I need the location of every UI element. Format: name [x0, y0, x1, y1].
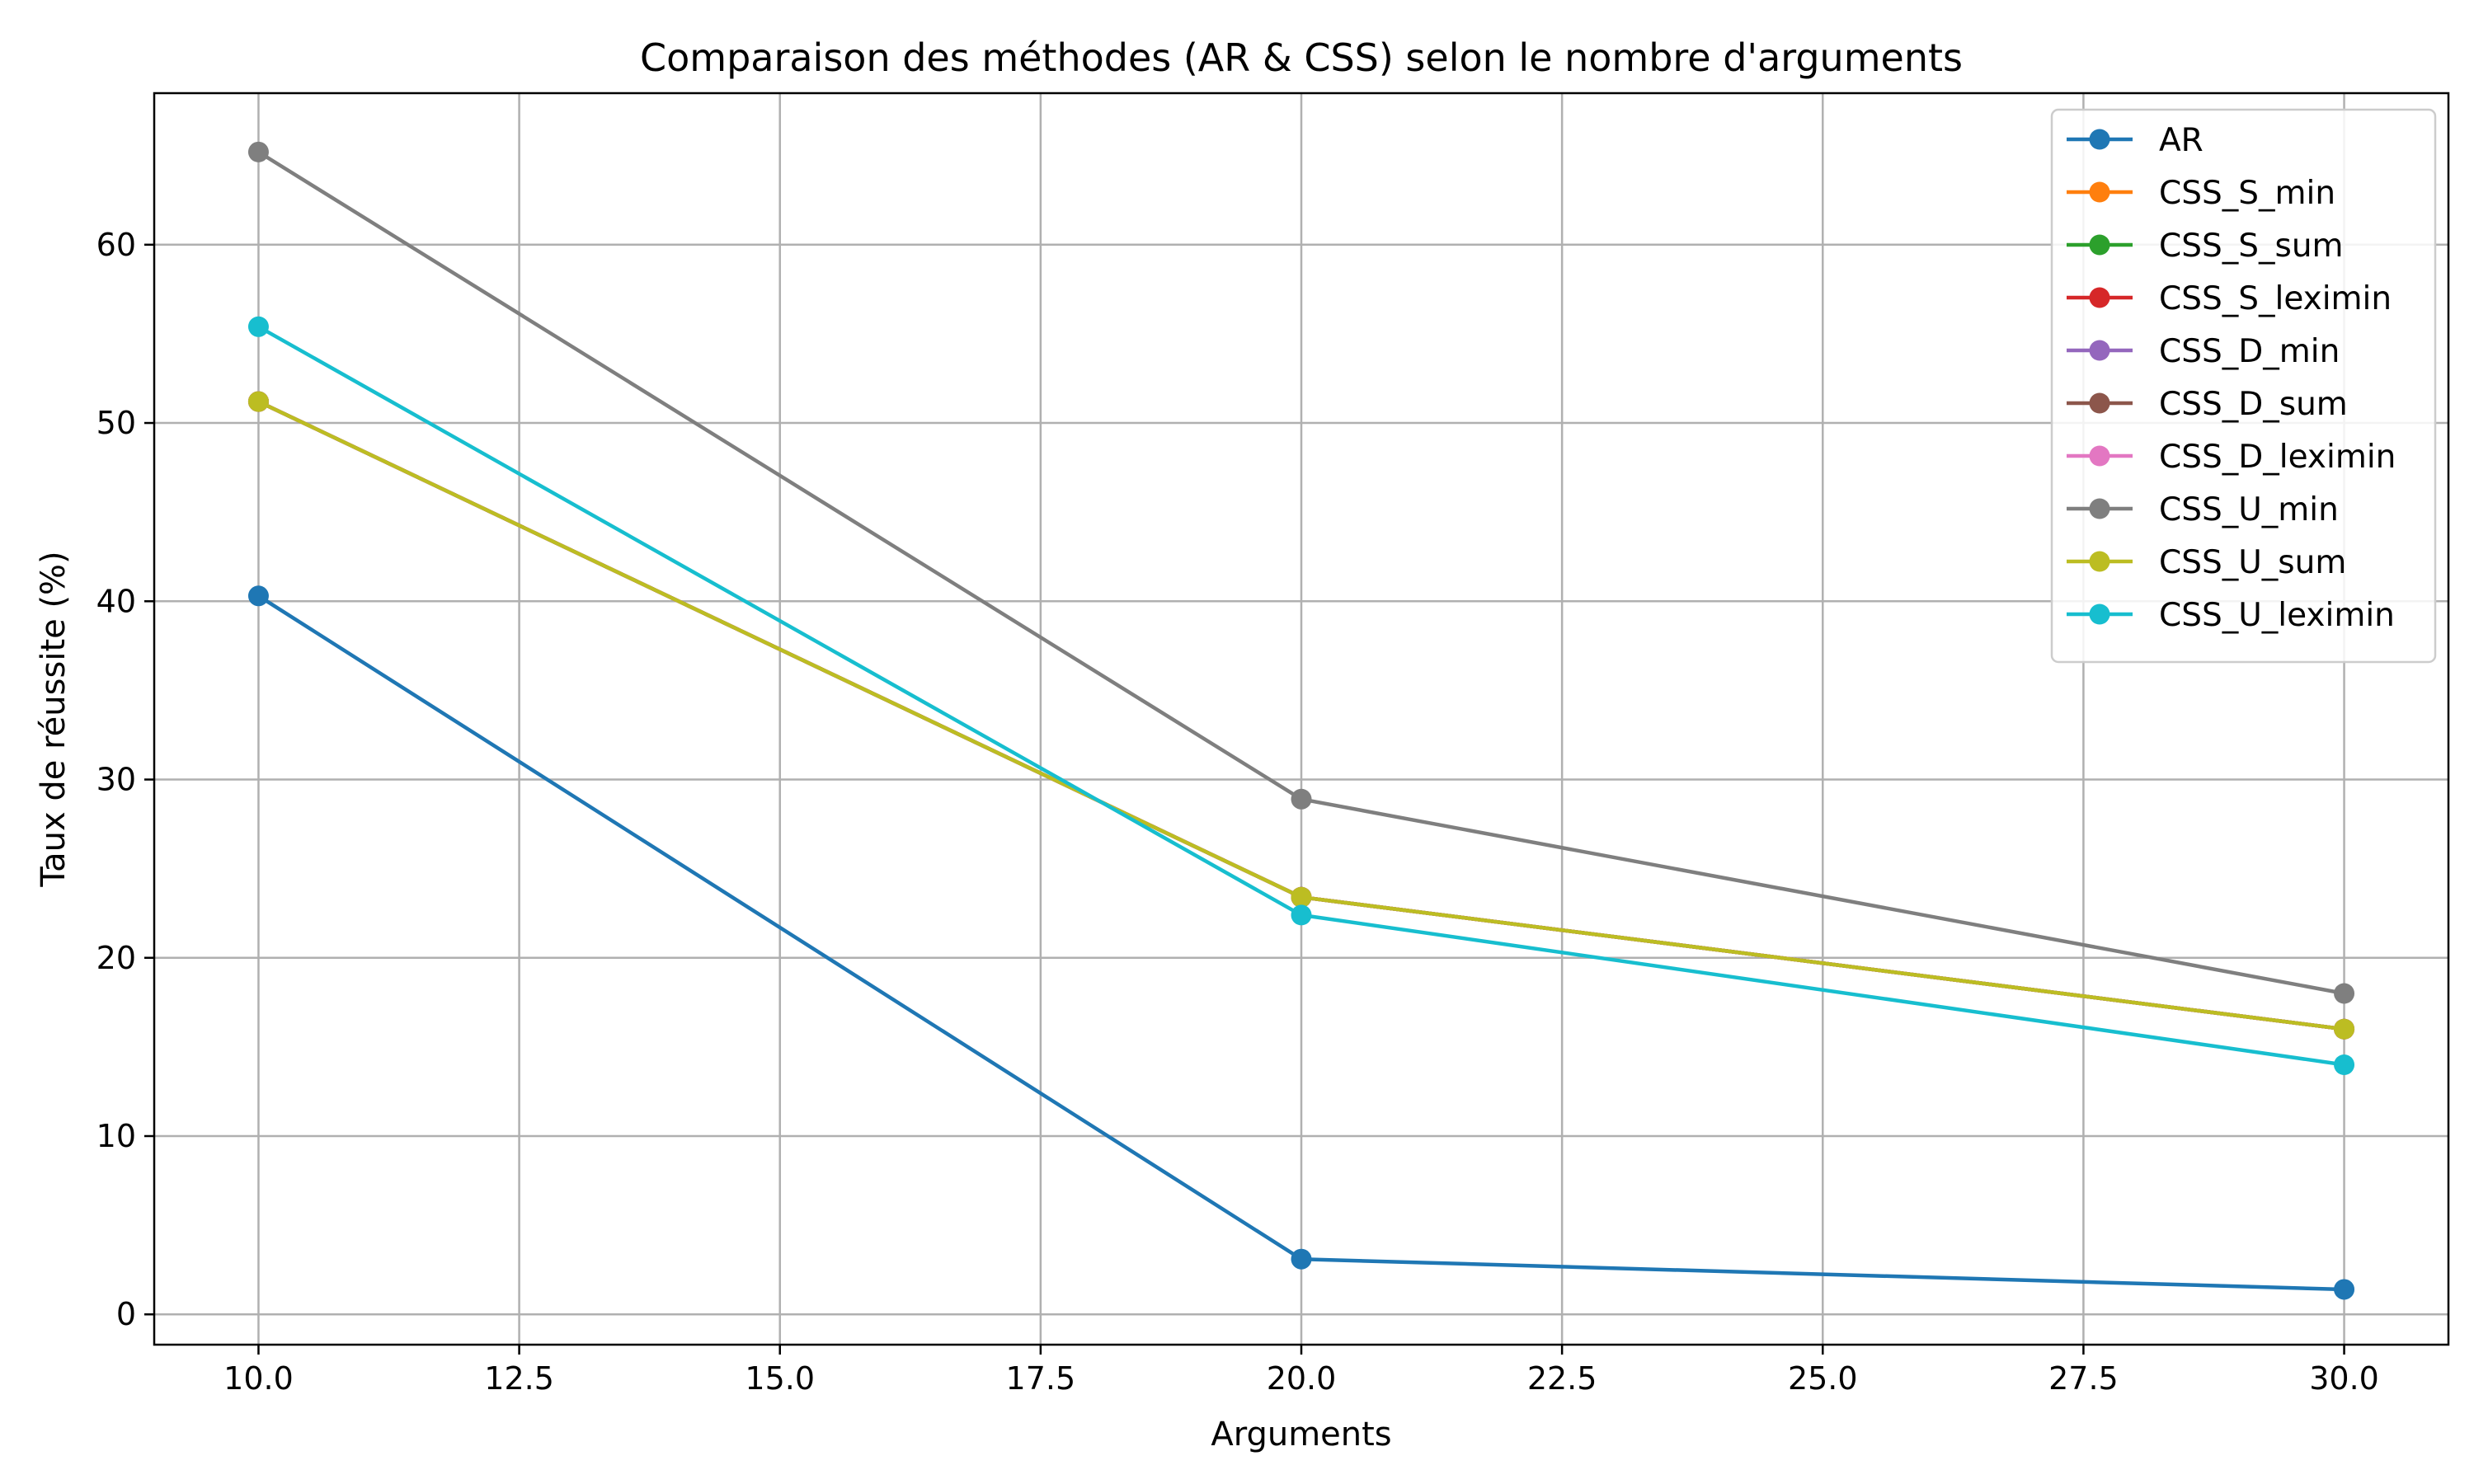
legend-label: AR [2159, 122, 2204, 159]
data-point [2334, 1054, 2355, 1076]
legend-label: CSS_D_sum [2159, 386, 2348, 423]
x-tick-label: 25.0 [1788, 1360, 1858, 1397]
legend-item: CSS_U_min [2067, 491, 2339, 528]
legend-label: CSS_U_min [2159, 491, 2339, 528]
x-tick-label: 22.5 [1527, 1360, 1597, 1397]
legend-swatch-marker [2089, 129, 2110, 150]
legend-swatch-marker [2089, 392, 2110, 414]
y-tick-label: 10 [96, 1118, 136, 1154]
x-tick-label: 30.0 [2309, 1360, 2379, 1397]
data-point [1291, 788, 1312, 810]
legend-label: CSS_S_sum [2159, 228, 2344, 265]
x-tick-label: 27.5 [2048, 1360, 2119, 1397]
data-point [1291, 904, 1312, 926]
legend: AR CSS_S_min CSS_S_sum CSS_S_leximin CSS_D_m… [2050, 108, 2437, 664]
data-point [247, 316, 269, 337]
x-tick-label: 12.5 [484, 1360, 554, 1397]
x-axis-label: Arguments [1211, 1416, 1391, 1453]
y-axis-ticks: 0 10 20 30 40 50 60 [96, 227, 154, 1332]
y-tick-label: 50 [96, 405, 136, 441]
chart-title: Comparaison des méthodes (AR & CSS) selo… [640, 35, 1963, 80]
legend-label: CSS_S_leximin [2159, 280, 2392, 317]
legend-swatch-marker [2089, 603, 2110, 625]
legend-label: CSS_U_sum [2159, 544, 2346, 581]
series-css-u-leximin [247, 316, 2355, 1076]
x-tick-label: 17.5 [1006, 1360, 1076, 1397]
legend-item: CSS_S_sum [2067, 228, 2344, 265]
legend-swatch-marker [2089, 445, 2110, 467]
legend-swatch-marker [2089, 551, 2110, 572]
x-tick-label: 10.0 [223, 1360, 294, 1397]
series-ar [247, 585, 2355, 1300]
legend-swatch-marker [2089, 340, 2110, 361]
x-tick-label: 20.0 [1267, 1360, 1337, 1397]
x-tick-label: 15.0 [745, 1360, 815, 1397]
legend-item: CSS_D_min [2067, 333, 2340, 370]
data-point [2334, 1018, 2355, 1040]
y-tick-label: 30 [96, 762, 136, 798]
data-point [1291, 886, 1312, 908]
plot-series [247, 141, 2355, 1300]
legend-item: CSS_S_leximin [2067, 280, 2392, 317]
legend-item: CSS_U_leximin [2067, 597, 2395, 634]
legend-item: CSS_D_leximin [2067, 439, 2396, 476]
legend-item: AR [2067, 122, 2204, 159]
data-point [247, 391, 269, 412]
legend-item: CSS_D_sum [2067, 386, 2348, 423]
y-tick-label: 20 [96, 940, 136, 976]
y-tick-label: 40 [96, 583, 136, 619]
legend-label: CSS_D_min [2159, 333, 2340, 370]
data-point [247, 585, 269, 607]
legend-item: CSS_U_sum [2067, 544, 2346, 581]
series-css-u-min [247, 141, 2355, 1004]
data-point [1291, 1248, 1312, 1270]
data-point [247, 141, 269, 162]
x-axis-ticks: 10.0 12.5 15.0 17.5 20.0 22.5 25.0 27.5 30.0 [223, 1345, 2379, 1397]
legend-swatch-marker [2089, 498, 2110, 519]
legend-swatch-marker [2089, 287, 2110, 308]
legend-swatch-marker [2089, 234, 2110, 256]
legend-label: CSS_D_leximin [2159, 439, 2396, 476]
series-css-u-sum [247, 391, 2355, 1040]
y-tick-label: 60 [96, 227, 136, 263]
legend-box [2050, 108, 2437, 664]
data-point [2334, 1279, 2355, 1300]
legend-swatch-marker [2089, 181, 2110, 203]
legend-label: CSS_U_leximin [2159, 597, 2395, 634]
y-axis-label: Taux de réussite (%) [35, 551, 73, 887]
legend-item: CSS_S_min [2067, 175, 2335, 212]
data-point [2334, 983, 2355, 1004]
legend-label: CSS_S_min [2159, 175, 2335, 212]
y-tick-label: 0 [116, 1296, 136, 1332]
